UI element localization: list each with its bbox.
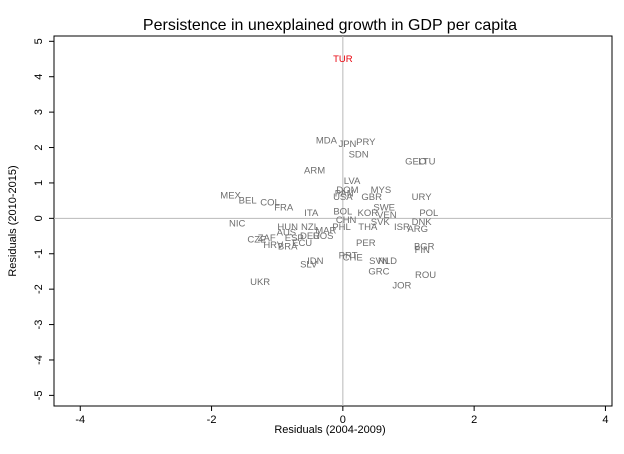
- y-tick-label: 3: [33, 109, 45, 115]
- point-label-bel: BEL: [239, 196, 257, 207]
- point-label-ury: URY: [412, 192, 433, 203]
- y-tick-label: -1: [33, 249, 45, 259]
- point-label-arm: ARM: [304, 166, 325, 177]
- point-label-lva: LVA: [344, 176, 361, 187]
- point-label-prt: PRT: [339, 251, 358, 262]
- y-tick-label: 5: [33, 38, 45, 44]
- point-label-pol: POL: [419, 208, 438, 219]
- point-label-ven: VEN: [377, 210, 397, 221]
- point-label-per: PER: [356, 238, 376, 249]
- point-label-jor: JOR: [392, 281, 411, 292]
- point-label-mda: MDA: [316, 135, 338, 146]
- point-label-nzl: NZL: [301, 222, 319, 233]
- point-label-gbr: GBR: [361, 192, 382, 203]
- point-label-grc: GRC: [368, 266, 389, 277]
- point-label-usa: USA: [333, 192, 353, 203]
- point-label-ukr: UKR: [250, 277, 270, 288]
- point-label-tha: THA: [358, 222, 378, 233]
- point-label-mys: MYS: [371, 185, 392, 196]
- plot-frame: [53, 35, 613, 407]
- point-label-deu: DEU: [300, 231, 320, 242]
- y-tick-label: -5: [33, 390, 45, 400]
- y-tick-label: 0: [33, 215, 45, 221]
- point-label-rou: ROU: [415, 270, 436, 281]
- point-label-geo: GEO: [405, 157, 426, 168]
- point-label-mex: MEX: [220, 190, 241, 201]
- point-label-phl: PHL: [332, 222, 350, 233]
- point-label-nic: NIC: [229, 219, 246, 230]
- y-axis-label: Residuals (2010-2015): [7, 165, 19, 276]
- y-tick-label: -4: [33, 355, 45, 365]
- point-label-svk: SVK: [371, 217, 391, 228]
- point-label-fra: FRA: [274, 203, 294, 214]
- point-label-nld: NLD: [378, 256, 397, 267]
- point-label-col: COL: [260, 197, 280, 208]
- point-label-svn: SVN: [369, 256, 389, 267]
- point-label-ita: ITA: [304, 208, 319, 219]
- point-label-bgr: BGR: [414, 242, 435, 253]
- point-label-fin: FIN: [415, 245, 430, 256]
- point-label-hrv: HRV: [263, 240, 284, 251]
- point-label-esp: ESP: [285, 233, 304, 244]
- point-label-hun: HUN: [277, 222, 298, 233]
- x-tick-label: 4: [602, 414, 608, 426]
- point-label-swe: SWE: [373, 203, 395, 214]
- point-label-ros: ROS: [313, 231, 334, 242]
- point-label-cze: CZE: [247, 235, 266, 246]
- y-tick-label: 2: [33, 144, 45, 150]
- point-label-che: CHE: [343, 252, 363, 263]
- point-label-pan: PAN: [335, 189, 354, 200]
- x-axis: -4 -2 0 2 4: [75, 406, 608, 426]
- point-label-tur: TUR: [333, 54, 353, 65]
- point-label-zaf: ZAF: [258, 233, 276, 244]
- point-label-dom: DOM: [336, 185, 358, 196]
- x-axis-label: Residuals (2004-2009): [274, 424, 385, 436]
- point-label-slv: SLV: [300, 259, 318, 270]
- y-tick-label: -3: [33, 320, 45, 330]
- point-label-bol: BOL: [333, 206, 352, 217]
- point-label-aus: AUS: [277, 228, 297, 239]
- point-label-mar: MAR: [315, 226, 336, 237]
- x-tick-label: 2: [471, 414, 477, 426]
- point-label-arg: ARG: [407, 224, 428, 235]
- y-tick-label: 1: [33, 180, 45, 186]
- point-label-dnk: DNK: [412, 217, 433, 228]
- point-label-bra: BRA: [278, 242, 298, 253]
- x-tick-label: 0: [340, 414, 346, 426]
- point-label-jpn: JPN: [338, 139, 356, 150]
- point-label-sdn: SDN: [349, 150, 369, 161]
- point-label-chn: CHN: [336, 215, 357, 226]
- y-tick-label: 4: [33, 74, 45, 80]
- x-tick-label: -4: [75, 414, 85, 426]
- point-label-idn: IDN: [307, 256, 324, 267]
- chart-title: Persistence in unexplained growth in GDP…: [143, 17, 517, 34]
- y-axis: -5 -4 -3 -2 -1 0 1 2 3 4 5: [33, 38, 54, 400]
- point-label-pry: PRY: [356, 137, 376, 148]
- point-label-ecu: ECU: [292, 238, 312, 249]
- x-tick-label: -2: [207, 414, 217, 426]
- point-label-kor: KOR: [357, 208, 378, 219]
- point-label-isr: ISR: [394, 222, 410, 233]
- y-tick-label: -2: [33, 284, 45, 294]
- point-label-ltu: LTU: [418, 157, 435, 168]
